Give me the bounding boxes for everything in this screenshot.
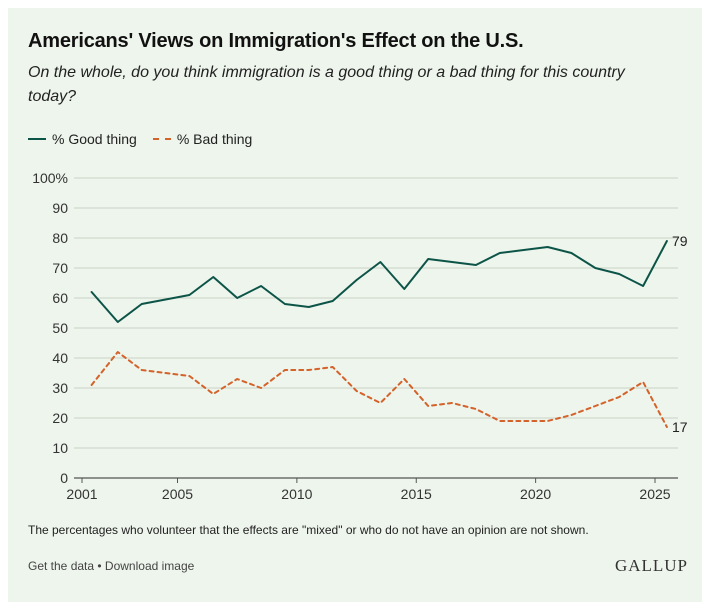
data-point-bad: [617, 395, 621, 399]
legend-label-bad: % Bad thing: [176, 131, 253, 147]
download-image-link[interactable]: Download image: [104, 559, 195, 573]
series-line-good: [90, 240, 668, 323]
data-point-bad: [283, 368, 287, 372]
data-point-good: [378, 260, 382, 264]
footer-links: Get the data • Download image: [28, 559, 194, 573]
data-point-good: [211, 275, 215, 279]
get-data-link[interactable]: Get the data: [28, 559, 95, 573]
data-point-good: [331, 299, 335, 303]
legend-swatch-bad: [152, 138, 171, 140]
end-label-bad: 17: [672, 419, 688, 435]
y-tick-label: 80: [52, 230, 68, 246]
y-tick-label: 0: [60, 470, 68, 486]
link-separator: •: [94, 559, 105, 573]
data-point-good: [140, 302, 144, 306]
data-point-good: [474, 263, 478, 267]
data-point-bad: [522, 419, 526, 423]
data-point-bad: [355, 389, 359, 393]
data-point-bad: [331, 365, 335, 369]
data-point-good: [522, 248, 526, 252]
y-tick-label: 40: [52, 350, 68, 366]
x-tick-label: 2020: [520, 486, 551, 502]
data-point-good: [259, 284, 263, 288]
data-point-good: [164, 298, 168, 302]
data-point-bad: [498, 419, 502, 423]
data-point-good: [641, 284, 645, 288]
y-tick-label: 60: [52, 290, 68, 306]
data-point-bad: [569, 413, 573, 417]
y-tick-label: 100%: [32, 170, 68, 186]
chart-card: Americans' Views on Immigration's Effect…: [8, 8, 702, 602]
legend-item-bad[interactable]: % Bad thing: [152, 131, 253, 147]
legend-swatch-good: [28, 138, 46, 140]
data-point-bad: [641, 380, 645, 384]
data-point-bad: [235, 377, 239, 381]
x-tick-label: 2010: [281, 486, 312, 502]
data-point-bad: [259, 386, 263, 390]
data-point-bad: [187, 374, 191, 378]
y-tick-label: 30: [52, 380, 68, 396]
footnote: The percentages who volunteer that the e…: [28, 523, 589, 537]
data-point-good: [569, 251, 573, 255]
data-point-bad: [307, 368, 311, 372]
data-point-bad: [402, 377, 406, 381]
gallup-logo: GALLUP: [614, 556, 688, 575]
legend-label-good: % Good thing: [52, 131, 137, 147]
data-point-bad: [140, 368, 144, 372]
data-point-bad: [546, 419, 550, 423]
y-tick-label: 70: [52, 260, 68, 276]
y-tick-label: 90: [52, 200, 68, 216]
data-point-good: [90, 290, 94, 294]
data-point-good: [235, 296, 239, 300]
chart-title: Americans' Views on Immigration's Effect…: [28, 30, 524, 52]
series-line-bad: [90, 351, 668, 428]
data-point-bad: [164, 371, 168, 375]
y-tick-label: 50: [52, 320, 68, 336]
x-tick-label: 2001: [66, 486, 97, 502]
data-point-bad: [665, 425, 669, 429]
data-point-good: [187, 293, 191, 297]
data-point-bad: [211, 392, 215, 396]
data-point-good: [355, 278, 359, 282]
chart-subtitle: On the whole, do you think immigration i…: [28, 64, 625, 105]
data-point-bad: [116, 350, 120, 354]
data-point-good: [498, 251, 502, 255]
end-label-good: 79: [672, 233, 688, 249]
data-point-good: [546, 245, 550, 249]
y-tick-label: 10: [52, 440, 68, 456]
y-tick-label: 20: [52, 410, 68, 426]
data-point-good: [283, 302, 287, 306]
data-point-good: [426, 257, 430, 261]
x-tick-label: 2015: [401, 486, 432, 502]
legend-item-good[interactable]: % Good thing: [28, 131, 137, 147]
data-point-bad: [378, 401, 382, 405]
data-point-good: [402, 287, 406, 291]
data-point-good: [593, 266, 597, 270]
data-point-good: [307, 305, 311, 309]
data-point-bad: [593, 404, 597, 408]
data-point-good: [116, 320, 120, 324]
data-point-bad: [90, 383, 94, 387]
data-point-bad: [474, 407, 478, 411]
data-point-bad: [426, 404, 430, 408]
legend: % Good thing % Bad thing: [28, 131, 268, 147]
data-point-bad: [450, 401, 454, 405]
x-tick-label: 2025: [639, 486, 670, 502]
data-point-good: [665, 239, 669, 243]
data-point-good: [617, 272, 621, 276]
data-point-good: [450, 260, 454, 264]
x-tick-label: 2005: [162, 486, 193, 502]
line-chart: 0 10 20 30 40 50 60 70 80 90 100% 2001 2005 2010 2015 2…: [32, 170, 688, 502]
